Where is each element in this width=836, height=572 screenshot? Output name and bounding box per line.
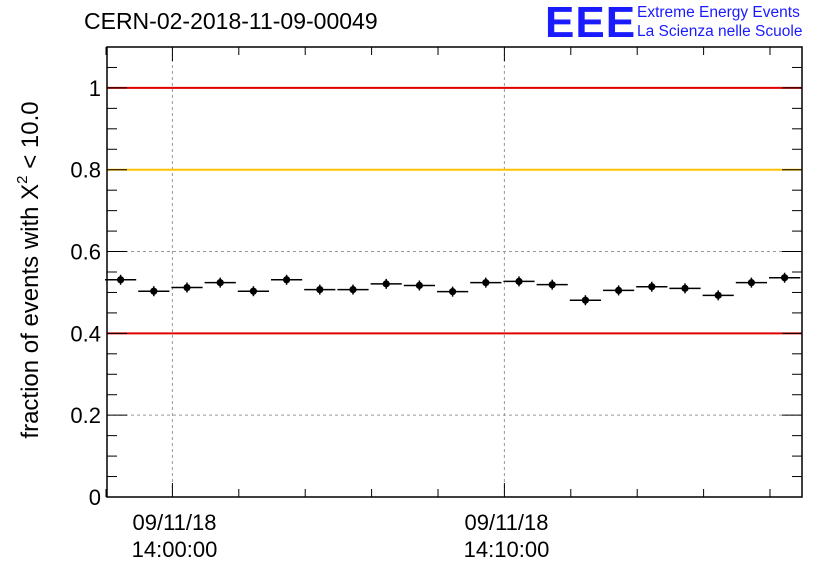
x-tick-label-time: 14:10:00	[464, 537, 550, 562]
y-tick-label: 0.8	[70, 158, 101, 183]
y-axis-label-sup: 2	[14, 175, 31, 183]
data-point-marker	[349, 285, 357, 294]
data-point-marker	[681, 284, 689, 292]
data-point	[536, 279, 568, 290]
eee-logo: EEE	[545, 0, 637, 47]
data-point	[569, 295, 601, 306]
data-point-marker	[747, 279, 756, 287]
y-axis-label-suffix: < 10.0	[17, 101, 44, 175]
data-point-marker	[482, 279, 490, 287]
data-point	[437, 286, 469, 297]
y-axis-label: fraction of events with X2 < 10.0	[14, 101, 44, 438]
data-point	[503, 276, 535, 287]
data-point-marker	[449, 288, 457, 296]
y-tick-label: 0.6	[70, 240, 101, 265]
data-point	[370, 278, 402, 289]
data-point	[735, 277, 767, 288]
data-point	[337, 284, 369, 295]
data-point	[304, 284, 336, 295]
x-tick-label-date: 09/11/18	[464, 510, 548, 535]
data-point-marker	[283, 276, 291, 284]
data-point-marker	[382, 280, 390, 288]
data-point	[702, 290, 734, 301]
data-point	[171, 282, 203, 293]
logo-caption: Extreme Energy Events La Scienza nelle S…	[637, 3, 802, 41]
data-point-marker	[216, 279, 224, 287]
y-axis-label-prefix: fraction of events with	[17, 200, 44, 439]
reference-lines	[107, 86, 802, 335]
data-point	[769, 272, 801, 283]
plot-frame	[106, 46, 803, 498]
data-point	[204, 277, 236, 288]
y-tick-label: 0	[89, 485, 101, 510]
axis-ticks	[105, 46, 802, 498]
data-point-marker	[249, 287, 257, 295]
data-point	[105, 274, 137, 285]
grid-lines	[107, 47, 802, 497]
data-point	[271, 274, 303, 285]
x-tick-label-time: 14:00:00	[132, 537, 218, 562]
data-point-marker	[781, 274, 789, 282]
data-point-marker	[117, 276, 125, 284]
data-point	[237, 286, 269, 297]
y-tick-label: 1	[89, 76, 101, 101]
data-point-marker	[415, 281, 423, 290]
data-point	[470, 277, 502, 288]
data-points	[105, 272, 801, 306]
data-point	[603, 285, 635, 296]
data-point-marker	[648, 283, 656, 291]
data-point-marker	[316, 285, 324, 294]
data-point-marker	[615, 286, 623, 295]
data-point	[669, 283, 701, 294]
data-point-marker	[548, 281, 556, 289]
y-tick-label: 0.2	[70, 403, 101, 428]
data-point-marker	[150, 287, 158, 295]
data-point-marker	[515, 277, 523, 286]
data-point	[403, 280, 435, 291]
logo-caption-line2: La Scienza nelle Scuole	[637, 23, 803, 40]
x-tick-label-date: 09/11/18	[132, 510, 216, 535]
chart-title: CERN-02-2018-11-09-00049	[84, 8, 378, 34]
data-point	[636, 281, 668, 292]
y-axis-label-symbol: X	[17, 184, 44, 200]
data-point-marker	[183, 283, 191, 292]
y-tick-label: 0.4	[70, 321, 101, 346]
tick-labels: 00.20.40.60.8109/11/1814:00:0009/11/1814…	[70, 76, 549, 562]
data-point-marker	[714, 291, 722, 299]
logo-caption-line1: Extreme Energy Events	[637, 4, 800, 21]
data-point-marker	[581, 296, 590, 304]
data-point	[138, 286, 170, 297]
